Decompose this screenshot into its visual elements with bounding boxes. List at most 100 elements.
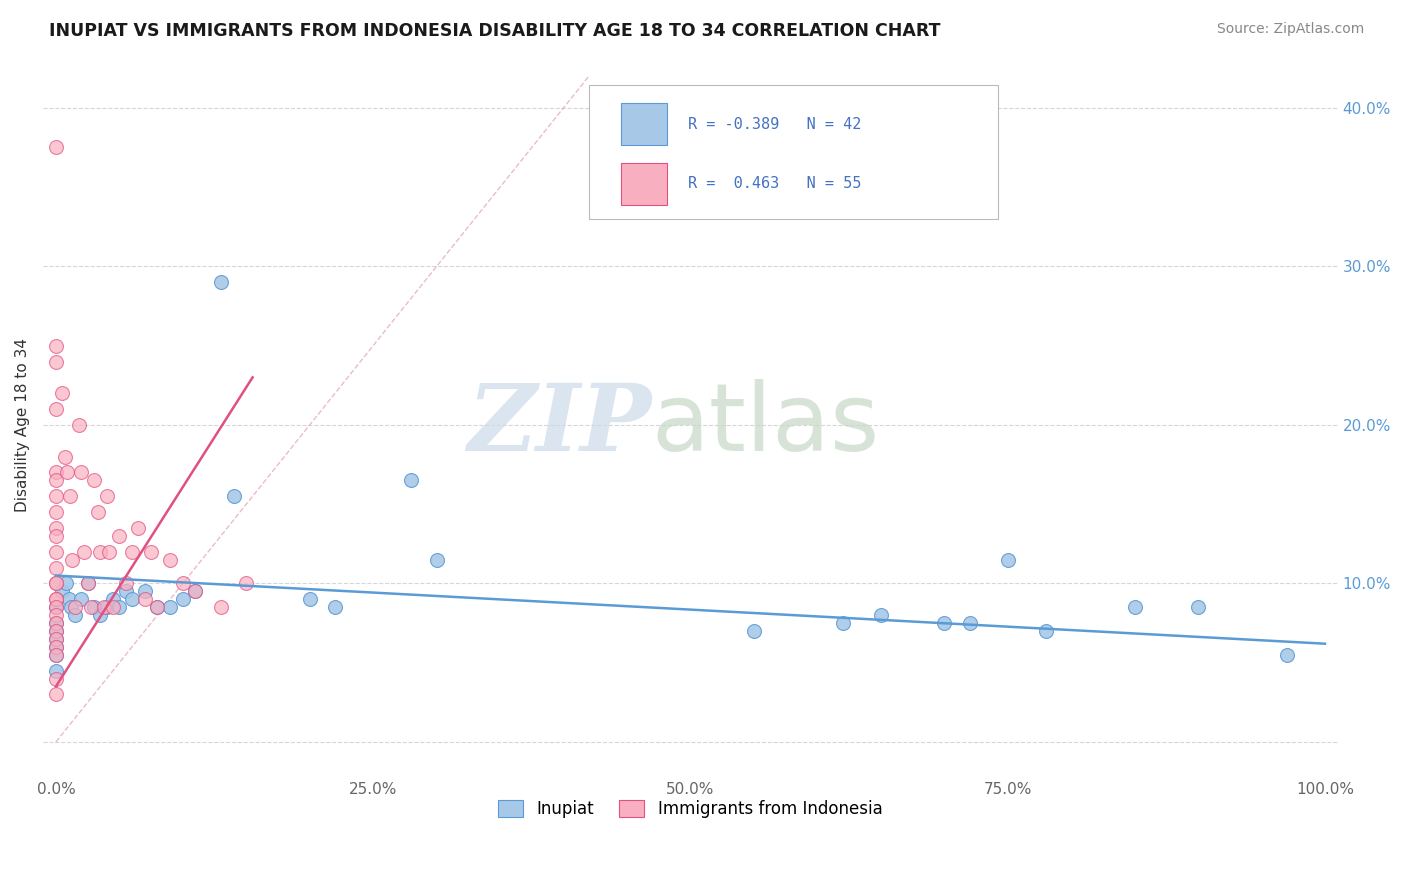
Point (399, 474, 422, 488)
Point (298, 592, 321, 607)
Point (172, 592, 194, 607)
Point (1275, 648, 1298, 662)
Text: Source: ZipAtlas.com: Source: ZipAtlas.com (1216, 22, 1364, 37)
Point (45, 640, 67, 654)
Point (45, 505, 67, 519)
Point (45, 664, 67, 678)
Point (1187, 600, 1209, 615)
Point (45, 354, 67, 368)
Point (45, 402, 67, 417)
Point (59, 489, 82, 503)
Point (45, 576, 67, 591)
Point (209, 275, 232, 289)
Point (222, 489, 245, 503)
Point (45, 624, 67, 638)
Point (76, 576, 98, 591)
Point (45, 600, 67, 615)
Point (1035, 624, 1057, 638)
Point (45, 592, 67, 607)
Legend: Inupiat, Immigrants from Indonesia: Inupiat, Immigrants from Indonesia (492, 793, 889, 825)
Point (45, 648, 67, 662)
Point (172, 576, 194, 591)
Point (45, 600, 67, 615)
Point (83, 474, 105, 488)
Point (159, 600, 181, 615)
Point (934, 616, 956, 631)
Point (235, 576, 257, 591)
Point (83, 600, 105, 615)
Point (45, 632, 67, 646)
Point (89, 608, 111, 623)
Point (67, 417, 90, 432)
Point (45, 672, 67, 686)
Point (80, 600, 103, 615)
Point (184, 584, 207, 599)
Point (53, 450, 76, 464)
Point (51, 584, 73, 599)
Point (70, 592, 93, 607)
Point (45, 608, 67, 623)
Point (45, 339, 67, 353)
Point (45, 616, 67, 631)
Point (959, 616, 981, 631)
Point (45, 592, 67, 607)
FancyBboxPatch shape (620, 163, 666, 204)
FancyBboxPatch shape (620, 103, 666, 145)
Point (45, 529, 67, 543)
Point (58, 592, 80, 607)
Point (45, 640, 67, 654)
Point (127, 521, 149, 535)
FancyBboxPatch shape (589, 85, 998, 219)
Point (96, 489, 118, 503)
Point (45, 140, 67, 154)
Y-axis label: Disability Age 18 to 34: Disability Age 18 to 34 (15, 338, 30, 512)
Point (146, 600, 169, 615)
Text: atlas: atlas (651, 379, 880, 471)
Point (742, 624, 765, 638)
Point (93, 600, 115, 615)
Point (76, 576, 98, 591)
Text: INUPIAT VS IMMIGRANTS FROM INDONESIA DISABILITY AGE 18 TO 34 CORRELATION CHART: INUPIAT VS IMMIGRANTS FROM INDONESIA DIS… (49, 22, 941, 40)
Point (184, 584, 207, 599)
Point (60, 552, 83, 566)
Point (51, 386, 73, 401)
Point (89, 545, 111, 559)
Point (45, 648, 67, 662)
Point (45, 489, 67, 503)
Point (426, 552, 449, 566)
Point (159, 552, 181, 566)
Point (45, 616, 67, 631)
Point (63, 600, 86, 615)
Point (831, 616, 853, 631)
Point (323, 600, 346, 615)
Point (121, 592, 143, 607)
Point (121, 545, 143, 559)
Text: R =  0.463   N = 55: R = 0.463 N = 55 (688, 177, 862, 192)
Point (101, 592, 124, 607)
Point (96, 600, 118, 615)
Point (45, 474, 67, 488)
Point (45, 576, 67, 591)
Point (63, 608, 86, 623)
Point (146, 600, 169, 615)
Point (108, 600, 131, 615)
Point (114, 584, 136, 599)
Point (108, 529, 131, 543)
Point (73, 545, 96, 559)
Point (45, 632, 67, 646)
Point (45, 521, 67, 535)
Point (134, 584, 156, 599)
Point (114, 576, 136, 591)
Point (45, 688, 67, 702)
Point (98, 545, 121, 559)
Point (45, 545, 67, 559)
Point (45, 624, 67, 638)
Point (60, 600, 83, 615)
Point (45, 560, 67, 574)
Point (45, 466, 67, 480)
Text: R = -0.389   N = 42: R = -0.389 N = 42 (688, 117, 862, 131)
Point (56, 466, 79, 480)
Point (139, 545, 162, 559)
Point (1123, 600, 1146, 615)
Text: ZIP: ZIP (467, 380, 651, 470)
